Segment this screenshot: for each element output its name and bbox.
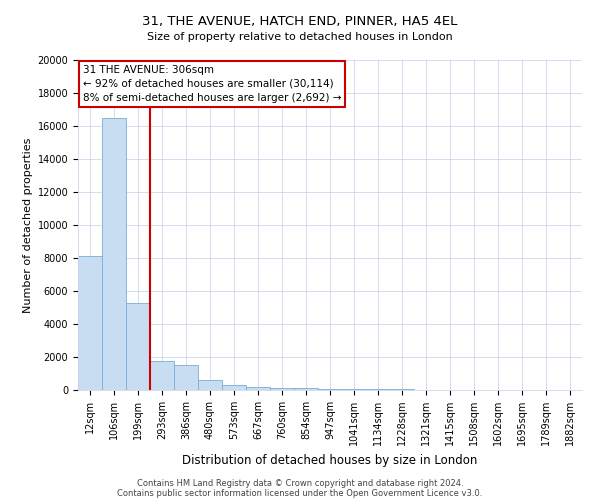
Bar	[270, 388, 294, 390]
Text: Contains public sector information licensed under the Open Government Licence v3: Contains public sector information licen…	[118, 488, 482, 498]
Bar	[318, 389, 342, 390]
Bar	[342, 389, 366, 390]
Bar	[78, 256, 102, 390]
Bar	[246, 387, 270, 390]
Bar	[294, 388, 318, 390]
Text: Contains HM Land Registry data © Crown copyright and database right 2024.: Contains HM Land Registry data © Crown c…	[137, 478, 463, 488]
Y-axis label: Number of detached properties: Number of detached properties	[23, 138, 34, 312]
X-axis label: Distribution of detached houses by size in London: Distribution of detached houses by size …	[182, 454, 478, 466]
Bar	[198, 380, 222, 390]
Text: 31 THE AVENUE: 306sqm
← 92% of detached houses are smaller (30,114)
8% of semi-d: 31 THE AVENUE: 306sqm ← 92% of detached …	[83, 65, 341, 103]
Bar	[102, 118, 126, 390]
Text: Size of property relative to detached houses in London: Size of property relative to detached ho…	[147, 32, 453, 42]
Bar	[150, 361, 174, 390]
Text: 31, THE AVENUE, HATCH END, PINNER, HA5 4EL: 31, THE AVENUE, HATCH END, PINNER, HA5 4…	[142, 15, 458, 28]
Bar	[126, 302, 150, 390]
Bar	[174, 365, 198, 390]
Bar	[222, 385, 246, 390]
